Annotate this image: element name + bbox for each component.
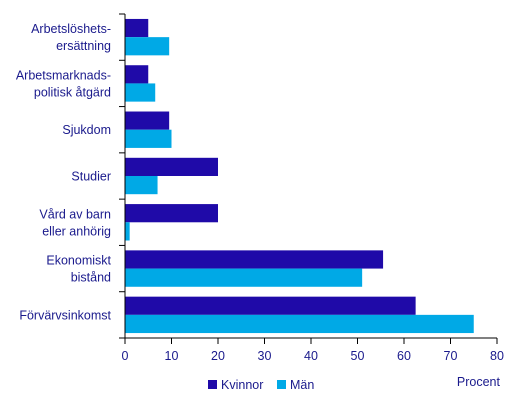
legend: Kvinnor Män xyxy=(208,378,314,392)
category-label: Studier xyxy=(71,170,111,184)
bar-man-6 xyxy=(125,314,474,334)
x-tick-label: 40 xyxy=(304,349,318,363)
category-label: Arbetslöshets-ersättning xyxy=(31,22,111,53)
legend-swatch-man xyxy=(277,380,286,389)
category-label: Förvärvsinkomst xyxy=(19,308,111,322)
x-tick-label: 10 xyxy=(165,349,179,363)
category-label: Vård av barn eller anhörig xyxy=(39,207,111,238)
x-tick-label: 20 xyxy=(211,349,225,363)
legend-label-kvinnor: Kvinnor xyxy=(221,378,263,392)
bar-man-2 xyxy=(125,129,172,148)
category-label: Sjukdom xyxy=(62,123,111,137)
legend-swatch-kvinnor xyxy=(208,380,217,389)
x-tick-label: 50 xyxy=(351,349,365,363)
bar-kvinnor-0 xyxy=(125,18,149,38)
bar-kvinnor-3 xyxy=(125,157,218,176)
bar-kvinnor-5 xyxy=(125,250,384,269)
bar-man-4 xyxy=(125,222,130,241)
category-label: Arbetsmarknads-politisk åtgärd xyxy=(16,68,111,99)
category-label: Ekonomiskt bistånd xyxy=(46,254,111,285)
bar-man-0 xyxy=(125,37,170,56)
x-tick-label: 70 xyxy=(444,349,458,363)
bar-kvinnor-4 xyxy=(125,204,218,223)
x-tick-label: 80 xyxy=(490,349,504,363)
bar-kvinnor-2 xyxy=(125,111,170,130)
x-tick-label: 0 xyxy=(122,349,129,363)
bar-man-1 xyxy=(125,83,156,102)
category-labels: Arbetslöshets-ersättning Arbetsmarknads-p… xyxy=(16,22,112,322)
x-ticks: 0 10 20 30 40 50 60 70 80 xyxy=(122,338,504,363)
bar-kvinnor-6 xyxy=(125,296,416,315)
x-axis-title: Procent xyxy=(457,375,501,389)
bar-kvinnor-1 xyxy=(125,65,149,84)
bar-man-5 xyxy=(125,268,363,287)
bar-man-3 xyxy=(125,176,158,195)
x-tick-label: 60 xyxy=(397,349,411,363)
x-tick-label: 30 xyxy=(258,349,272,363)
bars-layer xyxy=(125,18,474,334)
legend-label-man: Män xyxy=(290,378,314,392)
